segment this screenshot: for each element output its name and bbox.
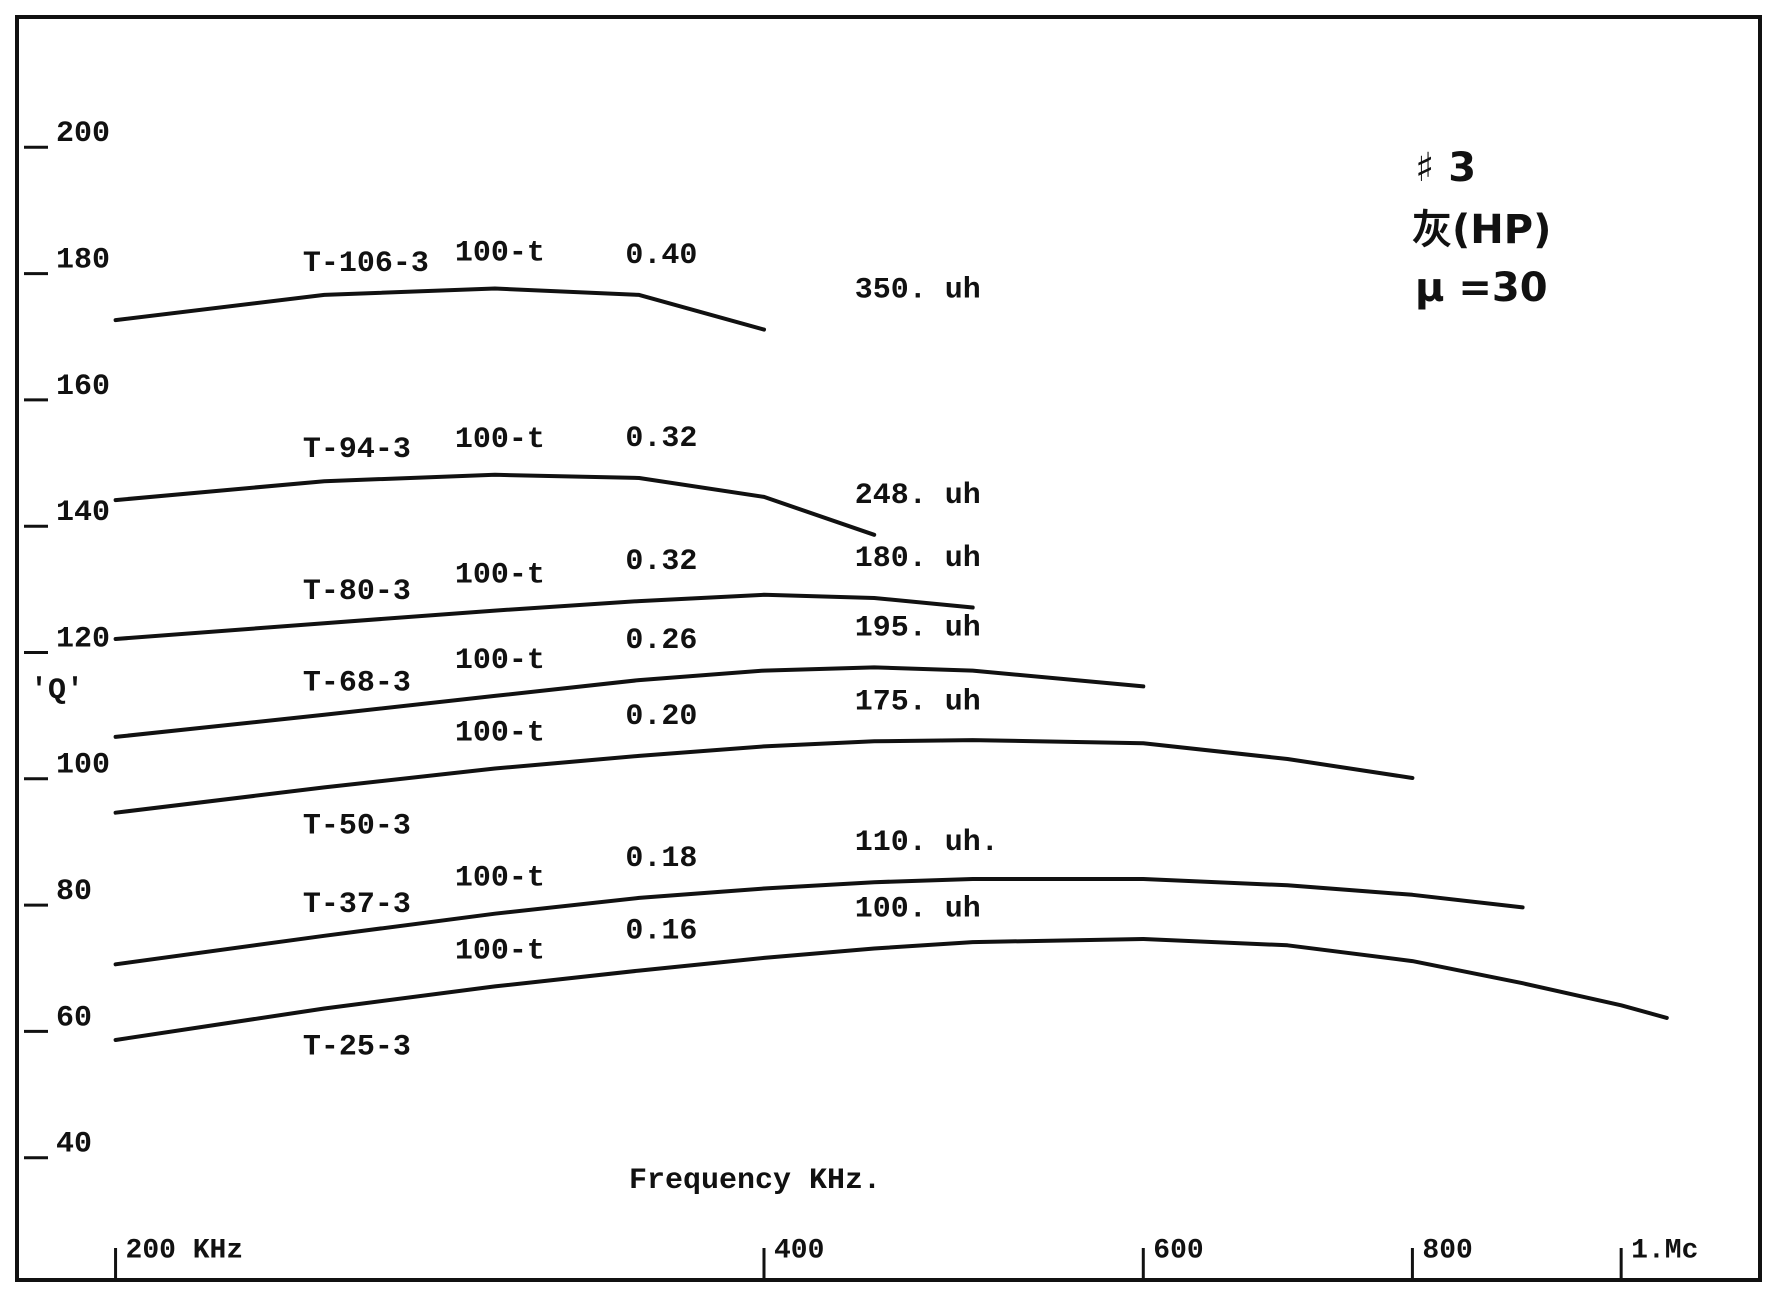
curve-label: T-37-3 [303, 888, 411, 922]
curve-label: 248. uh [855, 479, 981, 513]
x-tick-label: 200 KHz [126, 1235, 244, 1266]
curve-label: 350. uh [855, 274, 981, 308]
annotation: μ =30 [1415, 265, 1548, 311]
y-tick-label: 80 [56, 875, 92, 909]
frame [15, 15, 1762, 1282]
x-tick-label: 600 [1153, 1235, 1203, 1266]
curve-label: 0.16 [625, 914, 697, 948]
annotation: 灰(HP) [1412, 207, 1551, 253]
series-line [113, 877, 1525, 967]
curve-label: 180. uh [855, 542, 981, 576]
y-tick-label: 40 [56, 1128, 92, 1162]
x-tick-label: 1.Mc [1631, 1235, 1698, 1266]
curve-label: T-94-3 [303, 433, 411, 467]
y-tick-label: 100 [56, 749, 110, 783]
curve-label: 100-t [455, 644, 545, 678]
y-tick-label: 200 [56, 117, 110, 151]
curve-label: 0.18 [625, 842, 697, 876]
series-line [113, 665, 1146, 739]
curve-label: T-50-3 [303, 809, 411, 843]
curve-label: 100. uh [855, 892, 981, 926]
curve-label: T-106-3 [303, 247, 429, 281]
series-line [113, 738, 1415, 815]
curve-label: 110. uh. [855, 826, 999, 860]
curve-label: T-80-3 [303, 575, 411, 609]
curve-label: 100-t [455, 716, 545, 750]
curve-label: T-25-3 [303, 1030, 411, 1064]
y-tick-label: 160 [56, 370, 110, 404]
curve-label: 100-t [455, 559, 545, 593]
x-axis-label: Frequency KHz. [629, 1164, 881, 1198]
y-tick-label: 120 [56, 622, 110, 656]
curve-label: 175. uh [855, 685, 981, 719]
curve-label: 100-t [455, 862, 545, 896]
curve-label: 0.40 [625, 239, 697, 273]
curve-label: 100-t [455, 423, 545, 457]
annotation: ♯ 3 [1415, 145, 1476, 191]
y-tick-label: 140 [56, 496, 110, 530]
curve-label: T-68-3 [303, 667, 411, 701]
y-tick-label: 60 [56, 1001, 92, 1035]
series-line [113, 286, 766, 332]
series-line [113, 592, 975, 641]
curve-label: 195. uh [855, 611, 981, 645]
x-tick-label: 800 [1422, 1235, 1472, 1266]
y-tick-label: 180 [56, 244, 110, 278]
series-line [113, 472, 877, 537]
curve-label: 100-t [455, 934, 545, 968]
series-line [113, 937, 1669, 1042]
curve-label: 0.32 [625, 545, 697, 579]
curve-label: 0.26 [625, 624, 697, 658]
y-axis-label: 'Q' [30, 674, 84, 708]
curve-label: 100-t [455, 236, 545, 270]
curve-label: 0.20 [625, 700, 697, 734]
curve-label: 0.32 [625, 422, 697, 456]
x-tick-label: 400 [774, 1235, 824, 1266]
